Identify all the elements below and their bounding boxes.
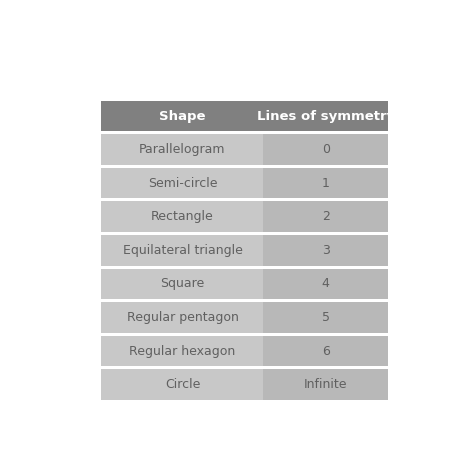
Bar	[264, 269, 388, 299]
Text: 3: 3	[322, 244, 329, 257]
Text: Regular hexagon: Regular hexagon	[129, 345, 236, 357]
Text: Semi-circle: Semi-circle	[148, 177, 217, 190]
Text: Rectangle: Rectangle	[151, 210, 214, 223]
Bar	[101, 336, 264, 366]
Bar	[101, 302, 264, 333]
Bar	[264, 201, 388, 232]
Bar	[264, 302, 388, 333]
Bar	[264, 235, 388, 265]
Bar	[264, 369, 388, 400]
Bar	[101, 269, 264, 299]
Text: 4: 4	[322, 277, 329, 291]
Text: 5: 5	[322, 311, 330, 324]
Text: Equilateral triangle: Equilateral triangle	[122, 244, 242, 257]
Bar	[101, 369, 264, 400]
Text: Square: Square	[160, 277, 205, 291]
Bar	[264, 100, 388, 131]
Text: 0: 0	[322, 143, 330, 156]
Text: Regular pentagon: Regular pentagon	[127, 311, 238, 324]
Text: Parallelogram: Parallelogram	[139, 143, 226, 156]
Text: Circle: Circle	[165, 378, 200, 391]
Text: 2: 2	[322, 210, 329, 223]
Bar	[101, 168, 264, 199]
Bar	[264, 134, 388, 165]
Bar	[101, 235, 264, 265]
Text: 1: 1	[322, 177, 329, 190]
Text: 6: 6	[322, 345, 329, 357]
Bar	[101, 201, 264, 232]
Bar	[264, 168, 388, 199]
Text: Infinite: Infinite	[304, 378, 347, 391]
Text: Lines of symmetry: Lines of symmetry	[256, 109, 395, 122]
Bar	[264, 336, 388, 366]
Text: Shape: Shape	[159, 109, 206, 122]
Bar	[101, 100, 388, 400]
Bar	[101, 100, 264, 131]
Bar	[101, 134, 264, 165]
